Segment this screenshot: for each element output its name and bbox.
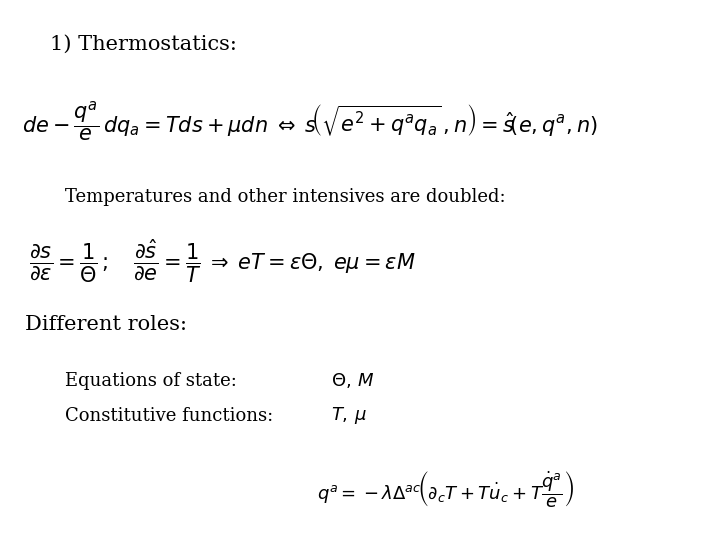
Text: Temperatures and other intensives are doubled:: Temperatures and other intensives are do… <box>65 188 505 206</box>
Text: Equations of state:: Equations of state: <box>65 372 237 390</box>
Text: $q^{a} = -\lambda\Delta^{ac}\!\left(\partial_{c}T + T\dot{u}_{c} + T\dfrac{\dot{: $q^{a} = -\lambda\Delta^{ac}\!\left(\par… <box>317 469 574 509</box>
Text: $\dfrac{\partial s}{\partial \varepsilon} = \dfrac{1}{\Theta}\,;\quad \dfrac{\pa: $\dfrac{\partial s}{\partial \varepsilon… <box>29 238 415 286</box>
Text: 1) Thermostatics:: 1) Thermostatics: <box>50 35 238 54</box>
Text: $\Theta,\, M$: $\Theta,\, M$ <box>331 371 374 390</box>
Text: Different roles:: Different roles: <box>25 314 187 334</box>
Text: $T,\, \mu$: $T,\, \mu$ <box>331 406 367 426</box>
Text: Constitutive functions:: Constitutive functions: <box>65 407 273 425</box>
Text: $de - \dfrac{q^{a}}{e}\,dq_{a} = Tds + \mu dn \;\Leftrightarrow\; s\!\left(\sqrt: $de - \dfrac{q^{a}}{e}\,dq_{a} = Tds + \… <box>22 99 598 144</box>
